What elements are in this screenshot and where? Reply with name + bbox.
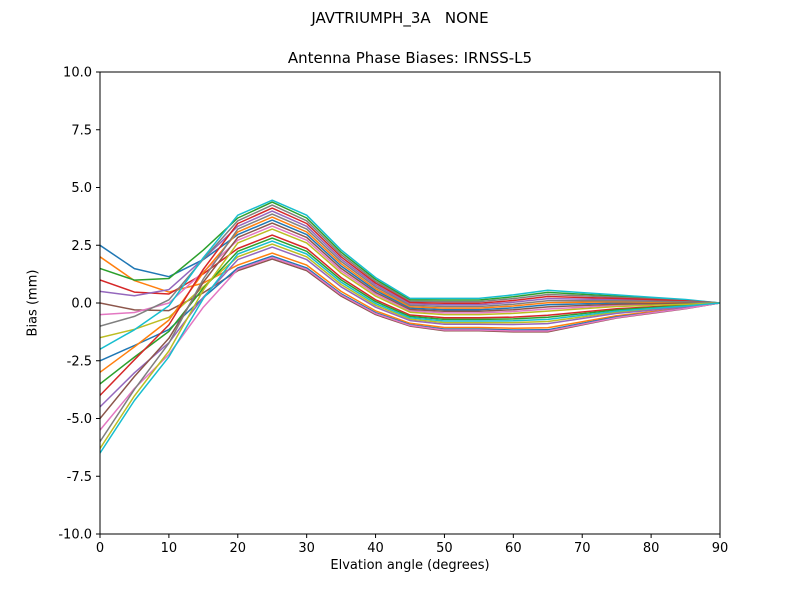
axes-title: Antenna Phase Biases: IRNSS-L5 [287, 49, 533, 67]
x-tick-label: 70 [574, 541, 591, 556]
y-tick-label: -7.5 [67, 470, 92, 485]
y-tick-label: -5.0 [67, 412, 92, 427]
series-13-line [100, 237, 720, 385]
x-tick-label: 60 [505, 541, 522, 556]
y-tick-label: 7.5 [71, 123, 92, 138]
x-tick-label: 90 [712, 541, 729, 556]
series-14-line [100, 207, 720, 396]
series-12-line [100, 216, 720, 373]
x-tick-label: 20 [230, 541, 247, 556]
x-tick-label: 30 [298, 541, 315, 556]
y-tick-label: -10.0 [58, 528, 92, 543]
series-03-line [100, 201, 720, 304]
series-19-line [100, 228, 720, 449]
figure-suptitle: JAVTRIUMPH_3A NONE [311, 9, 489, 27]
x-tick-label: 40 [367, 541, 384, 556]
x-tick-label: 10 [161, 541, 178, 556]
series-09-line [100, 243, 720, 339]
series-10-line [100, 199, 720, 350]
y-tick-label: 5.0 [71, 181, 92, 196]
series-08-line [100, 204, 720, 327]
x-tick-label: 50 [436, 541, 453, 556]
y-axis-label: Bias (mm) [25, 269, 41, 337]
x-axis-label: Elvation angle (degrees) [330, 558, 490, 573]
y-tick-label: 0.0 [71, 297, 92, 312]
y-tick-label: 2.5 [71, 239, 92, 254]
series-16-line [100, 222, 720, 419]
y-tick-label: 10.0 [63, 66, 92, 81]
series-15-line [100, 246, 720, 408]
series-18-line [100, 213, 720, 443]
y-tick-label: -2.5 [67, 354, 92, 369]
x-tick-label: 80 [643, 541, 660, 556]
series-17-line [100, 256, 720, 431]
series-20-line [100, 240, 720, 454]
x-tick-label: 0 [96, 541, 104, 556]
